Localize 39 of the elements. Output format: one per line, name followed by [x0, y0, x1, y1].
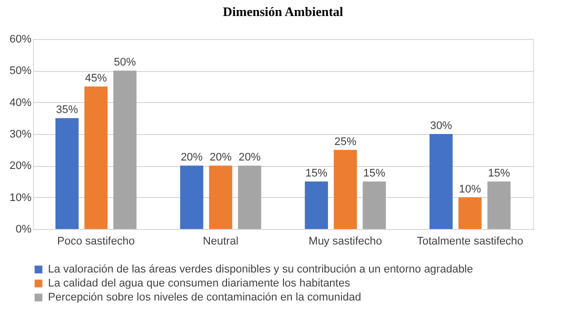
- y-tick-label: 30%: [9, 128, 32, 140]
- legend-label: Percepción sobre los niveles de contaminación en la comunidad: [48, 292, 362, 304]
- bar: [362, 182, 386, 229]
- legend-label: La valoración de las áreas verdes disponibles y su contribución a un entorno agradable: [48, 264, 473, 276]
- data-label: 15%: [488, 168, 510, 180]
- bar: [487, 182, 511, 229]
- chart-title: Dimensión Ambiental: [222, 4, 344, 19]
- data-label: 30%: [430, 120, 452, 132]
- bar: [458, 197, 482, 229]
- data-label: 45%: [84, 72, 108, 84]
- bar: [430, 134, 453, 229]
- data-label: 15%: [305, 168, 328, 180]
- y-tick-label: 50%: [9, 65, 32, 78]
- y-tick-label: 40%: [9, 96, 32, 109]
- data-label: 20%: [238, 152, 261, 164]
- legend-label: La calidad del agua que consumen diariamente los habitantes: [48, 278, 351, 290]
- bar: [334, 150, 357, 229]
- bar: [84, 86, 108, 229]
- y-tick-label: 0%: [16, 224, 32, 236]
- x-tick-label: Poco sastifecho: [57, 236, 135, 248]
- y-tick-label: 60%: [9, 34, 32, 46]
- x-tick-label: Muy sastifecho: [308, 236, 382, 248]
- data-label: 35%: [56, 104, 78, 116]
- bar: [238, 166, 262, 229]
- bar: [304, 182, 328, 229]
- bar: [209, 166, 232, 229]
- bar: [113, 70, 136, 229]
- bar: [180, 166, 204, 229]
- data-label: 50%: [114, 56, 136, 69]
- y-tick-label: 20%: [9, 160, 32, 172]
- data-label: 20%: [210, 152, 232, 164]
- x-tick-label: Neutral: [202, 236, 238, 248]
- x-tick-label: Totalmente sastifecho: [416, 236, 524, 248]
- bar: [55, 118, 79, 229]
- data-label: 25%: [334, 136, 357, 148]
- data-label: 10%: [459, 183, 482, 196]
- y-tick-label: 10%: [9, 192, 32, 204]
- data-label: 15%: [363, 168, 386, 180]
- data-label: 20%: [180, 152, 203, 164]
